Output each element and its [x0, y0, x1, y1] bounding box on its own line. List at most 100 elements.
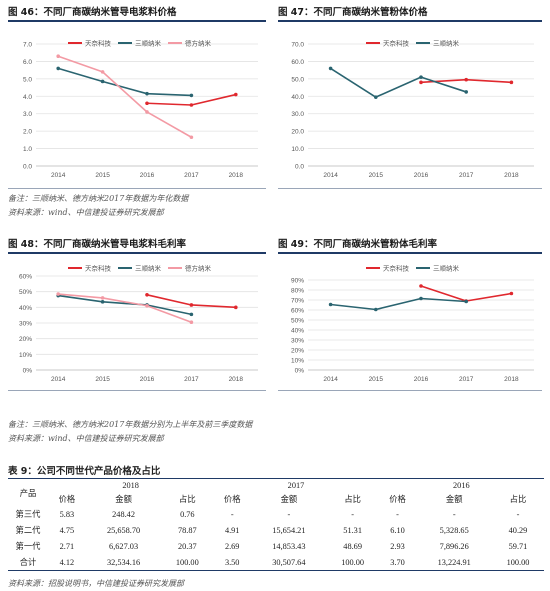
note-1: 备注：三顺纳米、德方纳米2017年数据为年化数据 — [8, 194, 189, 203]
table-cell: 20.37 — [177, 541, 197, 551]
x-tick-label: 2015 — [95, 376, 110, 383]
fig49-title: 图 49：不同厂商碳纳米管粉体毛利率 — [278, 239, 438, 250]
data-point — [145, 110, 149, 114]
table-cell: 13,224.91 — [416, 554, 492, 571]
table-cell: 40.29 — [508, 525, 528, 535]
y-tick-label: 10% — [19, 352, 32, 359]
y-tick-label: 60.0 — [291, 59, 304, 66]
y-tick-label: 90% — [291, 278, 304, 285]
y-tick-label: 70% — [291, 298, 304, 305]
table-cell: - — [396, 509, 399, 519]
year-header-2018: 2018 — [48, 478, 214, 492]
year-header-2017: 2017 — [213, 478, 379, 492]
source-3: 资料来源：招股说明书，中信建投证券研究发展部 — [8, 579, 184, 588]
x-tick-label: 2017 — [184, 376, 199, 383]
table-row: 第一代 2.71 6,627.03 20.37 2.69 14,853.43 4… — [8, 538, 544, 554]
table-cell: 100.00 — [491, 554, 544, 571]
table-header-years: 产品 2018 2017 2016 — [8, 478, 544, 506]
x-tick-label: 2014 — [51, 172, 66, 179]
legend-label: 三顺纳米 — [433, 264, 460, 273]
data-point — [145, 101, 149, 106]
table-cell: 48.69 — [343, 541, 362, 551]
legend-label: 德方纳米 — [185, 264, 212, 273]
table-cell: 3.70 — [378, 554, 417, 571]
data-point — [145, 293, 149, 297]
table-cell: 3.50 — [213, 554, 252, 571]
data-point — [328, 302, 333, 307]
y-tick-label: 40.0 — [291, 94, 304, 101]
row-label: 合计 — [8, 554, 48, 571]
y-tick-label: 0% — [23, 368, 33, 375]
fig48-bottom-rule — [8, 390, 266, 391]
y-tick-label: 4.0 — [23, 94, 32, 101]
y-tick-label: 40% — [291, 328, 304, 335]
x-tick-label: 2014 — [323, 376, 338, 383]
y-tick-label: 70.0 — [291, 42, 304, 49]
fig48-title-rule — [8, 252, 266, 254]
series-line — [330, 297, 467, 311]
table-row-total: 合计 4.12 32,534.16 100.00 3.50 30,507.64 … — [8, 554, 544, 571]
fig46-chart: 0.0 1.0 2.0 3.0 4.0 5.0 6.0 7.0 2014 2015 2016 2017… — [23, 39, 258, 179]
x-tick-label: 2018 — [229, 172, 244, 179]
series-line — [330, 67, 467, 98]
data-point — [464, 77, 468, 82]
data-point — [509, 80, 514, 85]
data-point — [189, 103, 194, 107]
data-point — [189, 303, 194, 307]
fig47-bottom-rule — [278, 188, 542, 189]
table-cell: 248.42 — [112, 509, 135, 519]
series-line — [57, 55, 192, 138]
data-point — [419, 284, 423, 288]
table-cell: - — [452, 509, 456, 519]
table-title: 表 9：公司不同世代产品价格及占比 — [8, 466, 161, 477]
legend-label: 三顺纳米 — [135, 264, 162, 273]
table-cell: 59.71 — [508, 541, 528, 551]
table-cell: 2.69 — [224, 541, 240, 551]
x-tick-label: 2014 — [323, 172, 338, 179]
y-tick-label: 20.0 — [291, 129, 304, 136]
y-tick-label: 2.0 — [23, 129, 32, 136]
table-row: 第二代 4.75 25,658.70 78.87 4.91 15,654.21 … — [8, 522, 544, 538]
col-header-amount: 金额 — [280, 495, 298, 504]
x-tick-label: 2016 — [140, 376, 155, 383]
col-header-price: 价格 — [223, 495, 241, 504]
data-point — [56, 292, 60, 296]
y-tick-label: 7.0 — [23, 42, 32, 49]
x-tick-label: 2017 — [184, 172, 199, 179]
y-tick-label: 5.0 — [23, 76, 32, 83]
data-point — [234, 305, 238, 310]
year-header-2016: 2016 — [378, 478, 544, 492]
price-share-table: 产品 2018 2017 2016 价格 金额 占比 价格 金额 占比 价格 金… — [8, 478, 544, 571]
table-cell: 32,534.16 — [85, 554, 162, 571]
data-point — [145, 91, 149, 96]
data-point — [374, 307, 378, 312]
x-tick-label: 2014 — [51, 376, 66, 383]
x-tick-label: 2016 — [414, 172, 429, 179]
series-line — [57, 67, 192, 97]
x-tick-label: 2017 — [459, 376, 474, 383]
legend-label: 天奈科技 — [85, 39, 112, 48]
data-point — [56, 54, 60, 58]
fig49-bottom-rule — [278, 390, 542, 391]
data-point — [189, 135, 194, 140]
data-point — [56, 66, 60, 71]
table-cell: 100.00 — [326, 554, 379, 571]
data-point — [100, 70, 105, 74]
y-tick-label: 50.0 — [291, 76, 304, 83]
col-header-share: 占比 — [509, 495, 527, 504]
table-cell: - — [351, 509, 355, 519]
table-cell: 6,627.03 — [109, 541, 139, 551]
fig47-title-rule — [278, 20, 542, 22]
series-line — [58, 293, 192, 323]
table-cell: - — [516, 509, 520, 519]
data-point — [419, 80, 423, 85]
y-tick-label: 30% — [19, 321, 32, 328]
fig46-title-rule — [8, 20, 266, 22]
x-tick-label: 2015 — [369, 376, 384, 383]
y-tick-label: 30.0 — [291, 111, 304, 118]
col-header-price: 价格 — [58, 495, 76, 504]
x-tick-label: 2018 — [504, 172, 519, 179]
data-point — [100, 296, 105, 300]
legend-label: 三顺纳米 — [135, 39, 162, 48]
col-header-amount: 金额 — [115, 495, 132, 504]
